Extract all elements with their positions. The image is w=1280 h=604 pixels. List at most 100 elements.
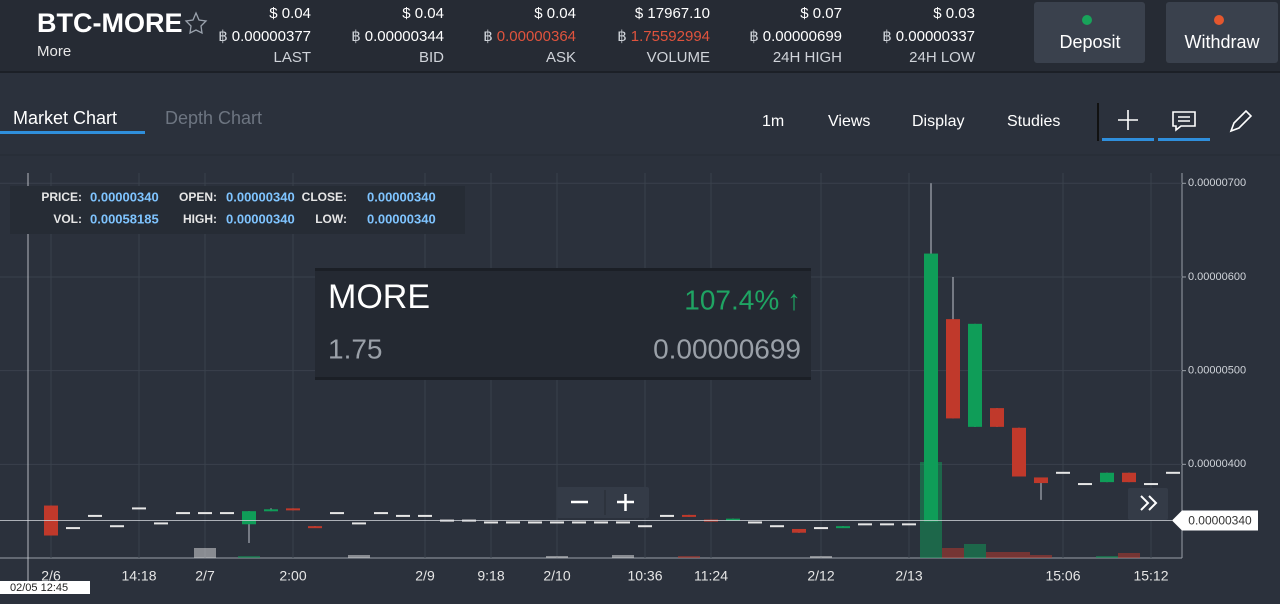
overlay-border	[315, 377, 811, 380]
info-value: 0.00000340	[367, 189, 436, 204]
candle-body	[990, 408, 1004, 427]
volume-bar	[348, 555, 370, 558]
candle-body	[110, 525, 124, 528]
stat-btc: ฿ 0.00000364	[483, 28, 576, 45]
stat-btc-symbol: ฿	[351, 28, 361, 45]
info-value: 0.00000340	[367, 211, 436, 226]
candle-body	[902, 523, 916, 526]
tab-underline	[0, 131, 145, 134]
last-price-tag	[1172, 510, 1258, 531]
x-tick-label: 2/9	[415, 568, 435, 584]
x-tick-label: 9:18	[477, 568, 504, 584]
candle-body	[220, 512, 234, 515]
overlay-volume: 1.75	[328, 333, 383, 364]
stat-label: BID	[419, 49, 444, 66]
deposit-label[interactable]: Deposit	[1059, 32, 1120, 52]
candle-body	[66, 527, 80, 530]
tool-underline	[1158, 138, 1210, 141]
tab-depth-chart[interactable]: Depth Chart	[165, 108, 262, 128]
y-tick-label: 0.00000700	[1188, 177, 1246, 189]
x-tick-label: 2/7	[195, 568, 215, 584]
candle-body	[726, 518, 740, 521]
candle-body	[682, 514, 696, 517]
candle-body	[858, 523, 872, 526]
candle-body	[132, 507, 146, 510]
candle-body	[418, 514, 432, 517]
candle-body	[374, 512, 388, 515]
scroll-icon	[1140, 495, 1158, 511]
toolbar-menu[interactable]: Studies	[1007, 113, 1060, 130]
zoom-in[interactable]	[617, 494, 634, 511]
toolbar-menu[interactable]: Views	[828, 113, 870, 130]
x-tick-label: 2:00	[279, 568, 306, 584]
withdraw-button[interactable]	[1166, 2, 1278, 63]
crosshair-tool[interactable]	[1118, 110, 1138, 130]
candle-body	[330, 512, 344, 515]
withdraw-label[interactable]: Withdraw	[1184, 32, 1260, 52]
toolbar-menu[interactable]: 1m	[762, 113, 784, 130]
favorite-star[interactable]	[184, 11, 208, 35]
candle-body	[880, 523, 894, 526]
stat-btc-value: 0.00000344	[365, 28, 444, 45]
x-tick-label: 2/10	[543, 568, 570, 584]
candle-body	[528, 521, 542, 524]
stat-btc: ฿ 0.00000377	[218, 28, 311, 45]
candle-body	[264, 509, 278, 512]
x-tick-label: 10:36	[627, 568, 662, 584]
stat-label: VOLUME	[647, 49, 710, 66]
candle-body	[1100, 472, 1114, 483]
tab-market-chart[interactable]: Market Chart	[13, 108, 117, 128]
stat-btc-value: 0.00000699	[763, 28, 842, 45]
candle-body	[1078, 483, 1092, 486]
overlays: MORE 107.4% ↑ 1.75 0.00000699 PRICE: 0.00…	[0, 186, 1258, 594]
candle-body	[792, 528, 806, 533]
pair-name: More	[37, 43, 71, 60]
volume-bar	[986, 552, 1008, 558]
candle-body	[748, 521, 762, 524]
info-box	[10, 186, 465, 234]
candle-body	[946, 319, 960, 419]
x-tick-label: 14:18	[121, 568, 156, 584]
overlay-change: 107.4% ↑	[684, 284, 801, 315]
stat-label: 24H HIGH	[773, 49, 842, 66]
stat-btc-symbol: ฿	[617, 28, 627, 45]
volume-bar	[964, 544, 986, 558]
candle-body	[924, 253, 938, 522]
stat-usd: $ 0.04	[402, 5, 444, 22]
y-tick-label: 0.00000500	[1188, 365, 1246, 377]
last-price-label: 0.00000340	[1188, 514, 1252, 528]
candle-body	[396, 514, 410, 517]
candle-body	[660, 514, 674, 517]
stat-btc: ฿ 0.00000337	[882, 28, 975, 45]
info-value: 0.00058185	[90, 211, 159, 226]
deposit-button[interactable]	[1034, 2, 1145, 63]
tool-underline	[1102, 138, 1154, 141]
draw-tool[interactable]	[1229, 109, 1253, 133]
volume-bar	[238, 556, 260, 558]
toolbar-menu[interactable]: Display	[912, 113, 964, 130]
crosshair-time-box	[0, 581, 90, 594]
candle-body	[616, 521, 630, 524]
stat-label: LAST	[273, 49, 311, 66]
candle-body	[154, 522, 168, 525]
stat-usd: $ 0.03	[933, 5, 975, 22]
candle-body	[1122, 472, 1136, 483]
volume-bar	[1096, 556, 1118, 558]
volume-bar	[942, 548, 964, 558]
candle-body	[198, 512, 212, 515]
stat-btc-symbol: ฿	[749, 28, 759, 45]
volume-bar	[810, 556, 832, 558]
volume-bar	[546, 556, 568, 558]
info-label: OPEN:	[179, 190, 217, 204]
overlay-symbol: MORE	[328, 278, 430, 316]
annotation-tool[interactable]	[1172, 111, 1196, 132]
info-label: LOW:	[315, 212, 347, 226]
candle-body	[968, 323, 982, 427]
candle-body	[1166, 471, 1180, 474]
candle-body	[88, 514, 102, 517]
chart-area: 0.00000400 0.00000500 0.00000600 0.00000700…	[0, 173, 1246, 584]
info-value: 0.00000340	[90, 189, 159, 204]
candle-body	[814, 527, 828, 530]
stat-btc-value: 0.00000377	[232, 28, 311, 45]
